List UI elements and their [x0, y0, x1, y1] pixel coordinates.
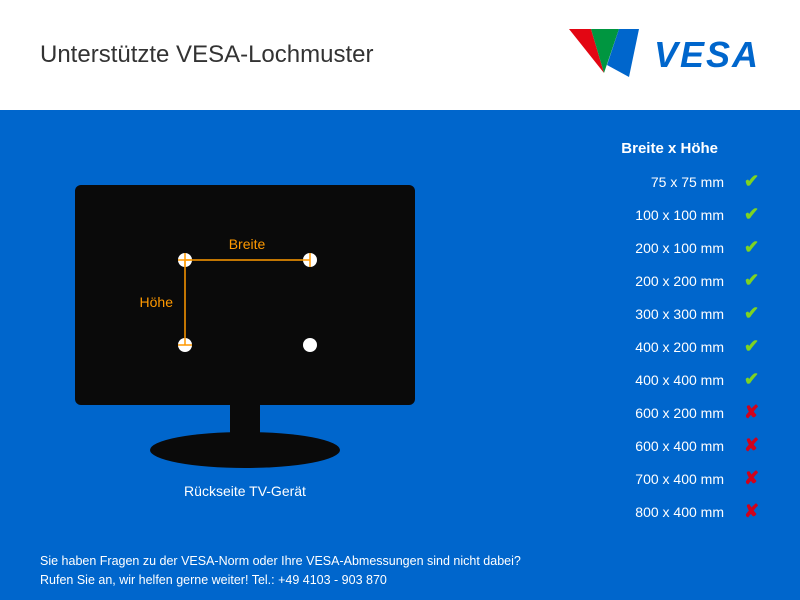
- content-row: Breite Höhe Rückseite TV-Gerät Breite x …: [40, 140, 760, 534]
- table-row: 200 x 100 mm ✔: [510, 237, 760, 258]
- footer-line-1: Sie haben Fragen zu der VESA-Norm oder I…: [40, 552, 760, 571]
- tv-caption: Rückseite TV-Gerät: [184, 483, 306, 499]
- size-label: 100 x 100 mm: [635, 207, 724, 223]
- cross-icon: ✘: [744, 468, 760, 489]
- size-label: 600 x 200 mm: [635, 405, 724, 421]
- size-label: 300 x 300 mm: [635, 306, 724, 322]
- cross-icon: ✘: [744, 501, 760, 522]
- tv-neck: [230, 405, 260, 435]
- table-row: 800 x 400 mm ✘: [510, 501, 760, 522]
- cross-icon: ✘: [744, 435, 760, 456]
- size-label: 75 x 75 mm: [651, 174, 724, 190]
- check-icon: ✔: [744, 204, 760, 225]
- tv-body: [75, 185, 415, 405]
- tv-diagram-section: Breite Höhe Rückseite TV-Gerät: [40, 140, 450, 534]
- footer-line-2: Rufen Sie an, wir helfen gerne weiter! T…: [40, 571, 760, 590]
- breite-label: Breite: [229, 236, 266, 252]
- table-row: 75 x 75 mm ✔: [510, 171, 760, 192]
- main-panel: Breite Höhe Rückseite TV-Gerät Breite x …: [0, 110, 800, 600]
- table-row: 400 x 400 mm ✔: [510, 369, 760, 390]
- size-label: 400 x 400 mm: [635, 372, 724, 388]
- footer-text: Sie haben Fragen zu der VESA-Norm oder I…: [40, 552, 760, 590]
- size-label: 400 x 200 mm: [635, 339, 724, 355]
- table-row: 200 x 200 mm ✔: [510, 270, 760, 291]
- check-icon: ✔: [744, 270, 760, 291]
- check-icon: ✔: [744, 303, 760, 324]
- size-label: 200 x 100 mm: [635, 240, 724, 256]
- mount-hole-br: [303, 338, 317, 352]
- vesa-logo: VESA: [569, 25, 760, 85]
- check-icon: ✔: [744, 336, 760, 357]
- cross-icon: ✘: [744, 402, 760, 423]
- table-row: 400 x 200 mm ✔: [510, 336, 760, 357]
- check-icon: ✔: [744, 369, 760, 390]
- size-label: 700 x 400 mm: [635, 471, 724, 487]
- table-row: 600 x 400 mm ✘: [510, 435, 760, 456]
- size-table: Breite x Höhe 75 x 75 mm✔100 x 100 mm✔20…: [510, 140, 760, 534]
- table-row: 600 x 200 mm ✘: [510, 402, 760, 423]
- table-row: 300 x 300 mm ✔: [510, 303, 760, 324]
- size-label: 200 x 200 mm: [635, 273, 724, 289]
- size-label: 800 x 400 mm: [635, 504, 724, 520]
- table-row: 700 x 400 mm ✘: [510, 468, 760, 489]
- table-row: 100 x 100 mm ✔: [510, 204, 760, 225]
- vesa-logo-text: VESA: [654, 34, 760, 76]
- header: Unterstützte VESA-Lochmuster VESA: [0, 0, 800, 110]
- table-rows: 75 x 75 mm✔100 x 100 mm✔200 x 100 mm✔200…: [510, 171, 760, 522]
- tv-diagram: Breite Höhe: [65, 175, 425, 475]
- table-header: Breite x Höhe: [510, 140, 760, 157]
- hoehe-label: Höhe: [140, 294, 174, 310]
- vesa-logo-icon: [569, 25, 639, 85]
- size-label: 600 x 400 mm: [635, 438, 724, 454]
- page-title: Unterstützte VESA-Lochmuster: [40, 41, 373, 69]
- tv-stand: [150, 432, 340, 468]
- check-icon: ✔: [744, 171, 760, 192]
- check-icon: ✔: [744, 237, 760, 258]
